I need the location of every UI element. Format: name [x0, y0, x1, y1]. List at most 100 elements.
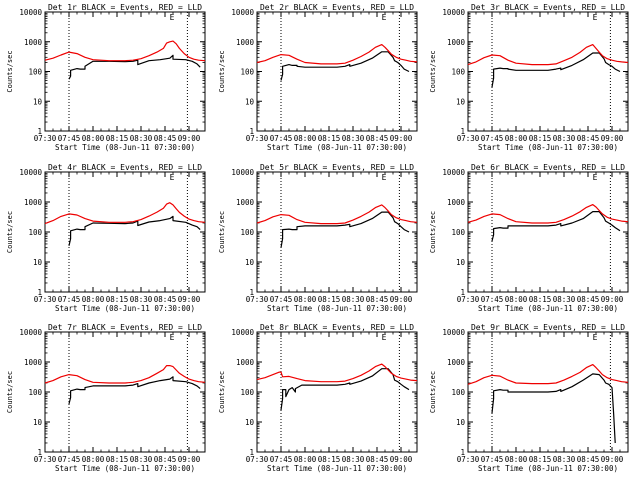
- x-tick-label: 07:30: [34, 134, 57, 143]
- y-tick-label: 10000: [231, 8, 254, 17]
- x-tick-label: 09:00: [178, 295, 201, 304]
- y-axis-label: Counts/sec: [429, 50, 437, 92]
- x-tick-label: 07:30: [246, 134, 269, 143]
- lld-series-line: [44, 202, 206, 225]
- y-tick-label: 1000: [447, 198, 466, 207]
- x-tick-label: 08:15: [529, 295, 552, 304]
- x-tick-label: 08:00: [82, 455, 105, 464]
- y-tick-label: 10: [33, 418, 43, 427]
- y-tick-label: 100: [451, 388, 465, 397]
- events-series-line: [68, 376, 201, 405]
- y-tick-label: 10000: [19, 328, 42, 337]
- x-tick-label: 08:45: [154, 455, 177, 464]
- y-tick-label: 1000: [24, 358, 43, 367]
- y-axis-label: Counts/sec: [6, 371, 14, 413]
- x-axis-label: Start Time (08-Jun-11 07:30:00): [267, 143, 407, 152]
- x-tick-label: 08:00: [294, 455, 317, 464]
- lld-series-line: [256, 363, 418, 383]
- x-tick-label: 08:00: [294, 134, 317, 143]
- y-axis-label: Counts/sec: [6, 211, 14, 253]
- y-tick-label: 1: [460, 127, 465, 136]
- x-tick-label: 08:15: [529, 134, 552, 143]
- x-axis-label: Start Time (08-Jun-11 07:30:00): [267, 304, 407, 313]
- chart-title: Det 6r BLACK = Events, RED = LLD: [471, 163, 625, 172]
- y-axis-label: Counts/sec: [218, 50, 226, 92]
- y-tick-label: 10000: [442, 168, 465, 177]
- x-tick-label: 07:45: [58, 134, 81, 143]
- x-tick-label: 07:45: [58, 295, 81, 304]
- y-tick-label: 1000: [236, 198, 255, 207]
- x-tick-label: 07:30: [457, 455, 480, 464]
- marker-e: E: [593, 173, 598, 182]
- x-tick-label: 08:30: [342, 455, 365, 464]
- x-tick-label: 08:45: [366, 134, 389, 143]
- x-tick-label: 08:30: [342, 134, 365, 143]
- x-axis-label: Start Time (08-Jun-11 07:30:00): [478, 304, 618, 313]
- lld-series-line: [256, 204, 418, 225]
- x-tick-label: 07:30: [457, 295, 480, 304]
- lld-series-line: [44, 40, 206, 62]
- x-tick-label: 07:30: [246, 455, 269, 464]
- y-tick-label: 1000: [24, 198, 43, 207]
- y-tick-label: 10000: [231, 168, 254, 177]
- y-tick-label: 100: [451, 68, 465, 77]
- x-tick-label: 08:15: [529, 455, 552, 464]
- plot-frame: [467, 11, 629, 132]
- marker-e: E: [170, 333, 175, 342]
- y-axis-label: Counts/sec: [429, 371, 437, 413]
- events-series-line: [491, 373, 616, 444]
- events-series-line: [68, 215, 201, 246]
- x-tick-label: 08:15: [318, 134, 341, 143]
- x-axis-label: Start Time (08-Jun-11 07:30:00): [267, 464, 407, 473]
- y-axis-label: Counts/sec: [218, 211, 226, 253]
- x-tick-label: 07:30: [34, 455, 57, 464]
- y-axis-label: Counts/sec: [429, 211, 437, 253]
- y-tick-label: 1: [249, 127, 254, 136]
- marker-e: E: [170, 173, 175, 182]
- y-tick-label: 1: [37, 127, 42, 136]
- x-tick-label: 08:30: [553, 134, 576, 143]
- chart-title: Det 3r BLACK = Events, RED = LLD: [471, 3, 625, 12]
- y-tick-label: 1: [37, 448, 42, 457]
- x-tick-label: 09:00: [601, 455, 624, 464]
- x-tick-label: 08:45: [154, 295, 177, 304]
- lld-series-line: [467, 204, 629, 224]
- plot-frame: [44, 11, 206, 132]
- x-tick-label: 08:45: [154, 134, 177, 143]
- y-tick-label: 10: [456, 258, 466, 267]
- events-series-line: [280, 368, 410, 411]
- x-tick-label: 07:45: [58, 455, 81, 464]
- y-tick-label: 10: [245, 258, 255, 267]
- chart-title: Det 4r BLACK = Events, RED = LLD: [48, 163, 202, 172]
- x-tick-label: 07:45: [481, 134, 504, 143]
- x-tick-label: 09:00: [390, 455, 413, 464]
- x-tick-label: 09:00: [601, 134, 624, 143]
- y-tick-label: 10000: [19, 168, 42, 177]
- y-tick-label: 10: [456, 97, 466, 106]
- x-tick-label: 07:45: [481, 295, 504, 304]
- y-tick-label: 10: [33, 258, 43, 267]
- x-tick-label: 07:45: [270, 455, 293, 464]
- events-series-line: [280, 211, 410, 248]
- marker-e: E: [382, 333, 387, 342]
- events-series-line: [280, 51, 410, 81]
- y-tick-label: 1000: [236, 38, 255, 47]
- x-tick-label: 07:45: [270, 295, 293, 304]
- x-tick-label: 07:30: [34, 295, 57, 304]
- x-tick-label: 08:00: [505, 295, 528, 304]
- x-tick-label: 08:45: [577, 134, 600, 143]
- x-tick-label: 09:00: [390, 134, 413, 143]
- y-tick-label: 100: [28, 68, 42, 77]
- lld-series-line: [467, 43, 629, 66]
- y-tick-label: 1: [249, 448, 254, 457]
- chart-title: Det 1r BLACK = Events, RED = LLD: [48, 3, 202, 12]
- y-tick-label: 10000: [231, 328, 254, 337]
- y-tick-label: 10000: [442, 8, 465, 17]
- x-tick-label: 07:30: [457, 134, 480, 143]
- x-tick-label: 08:30: [130, 455, 153, 464]
